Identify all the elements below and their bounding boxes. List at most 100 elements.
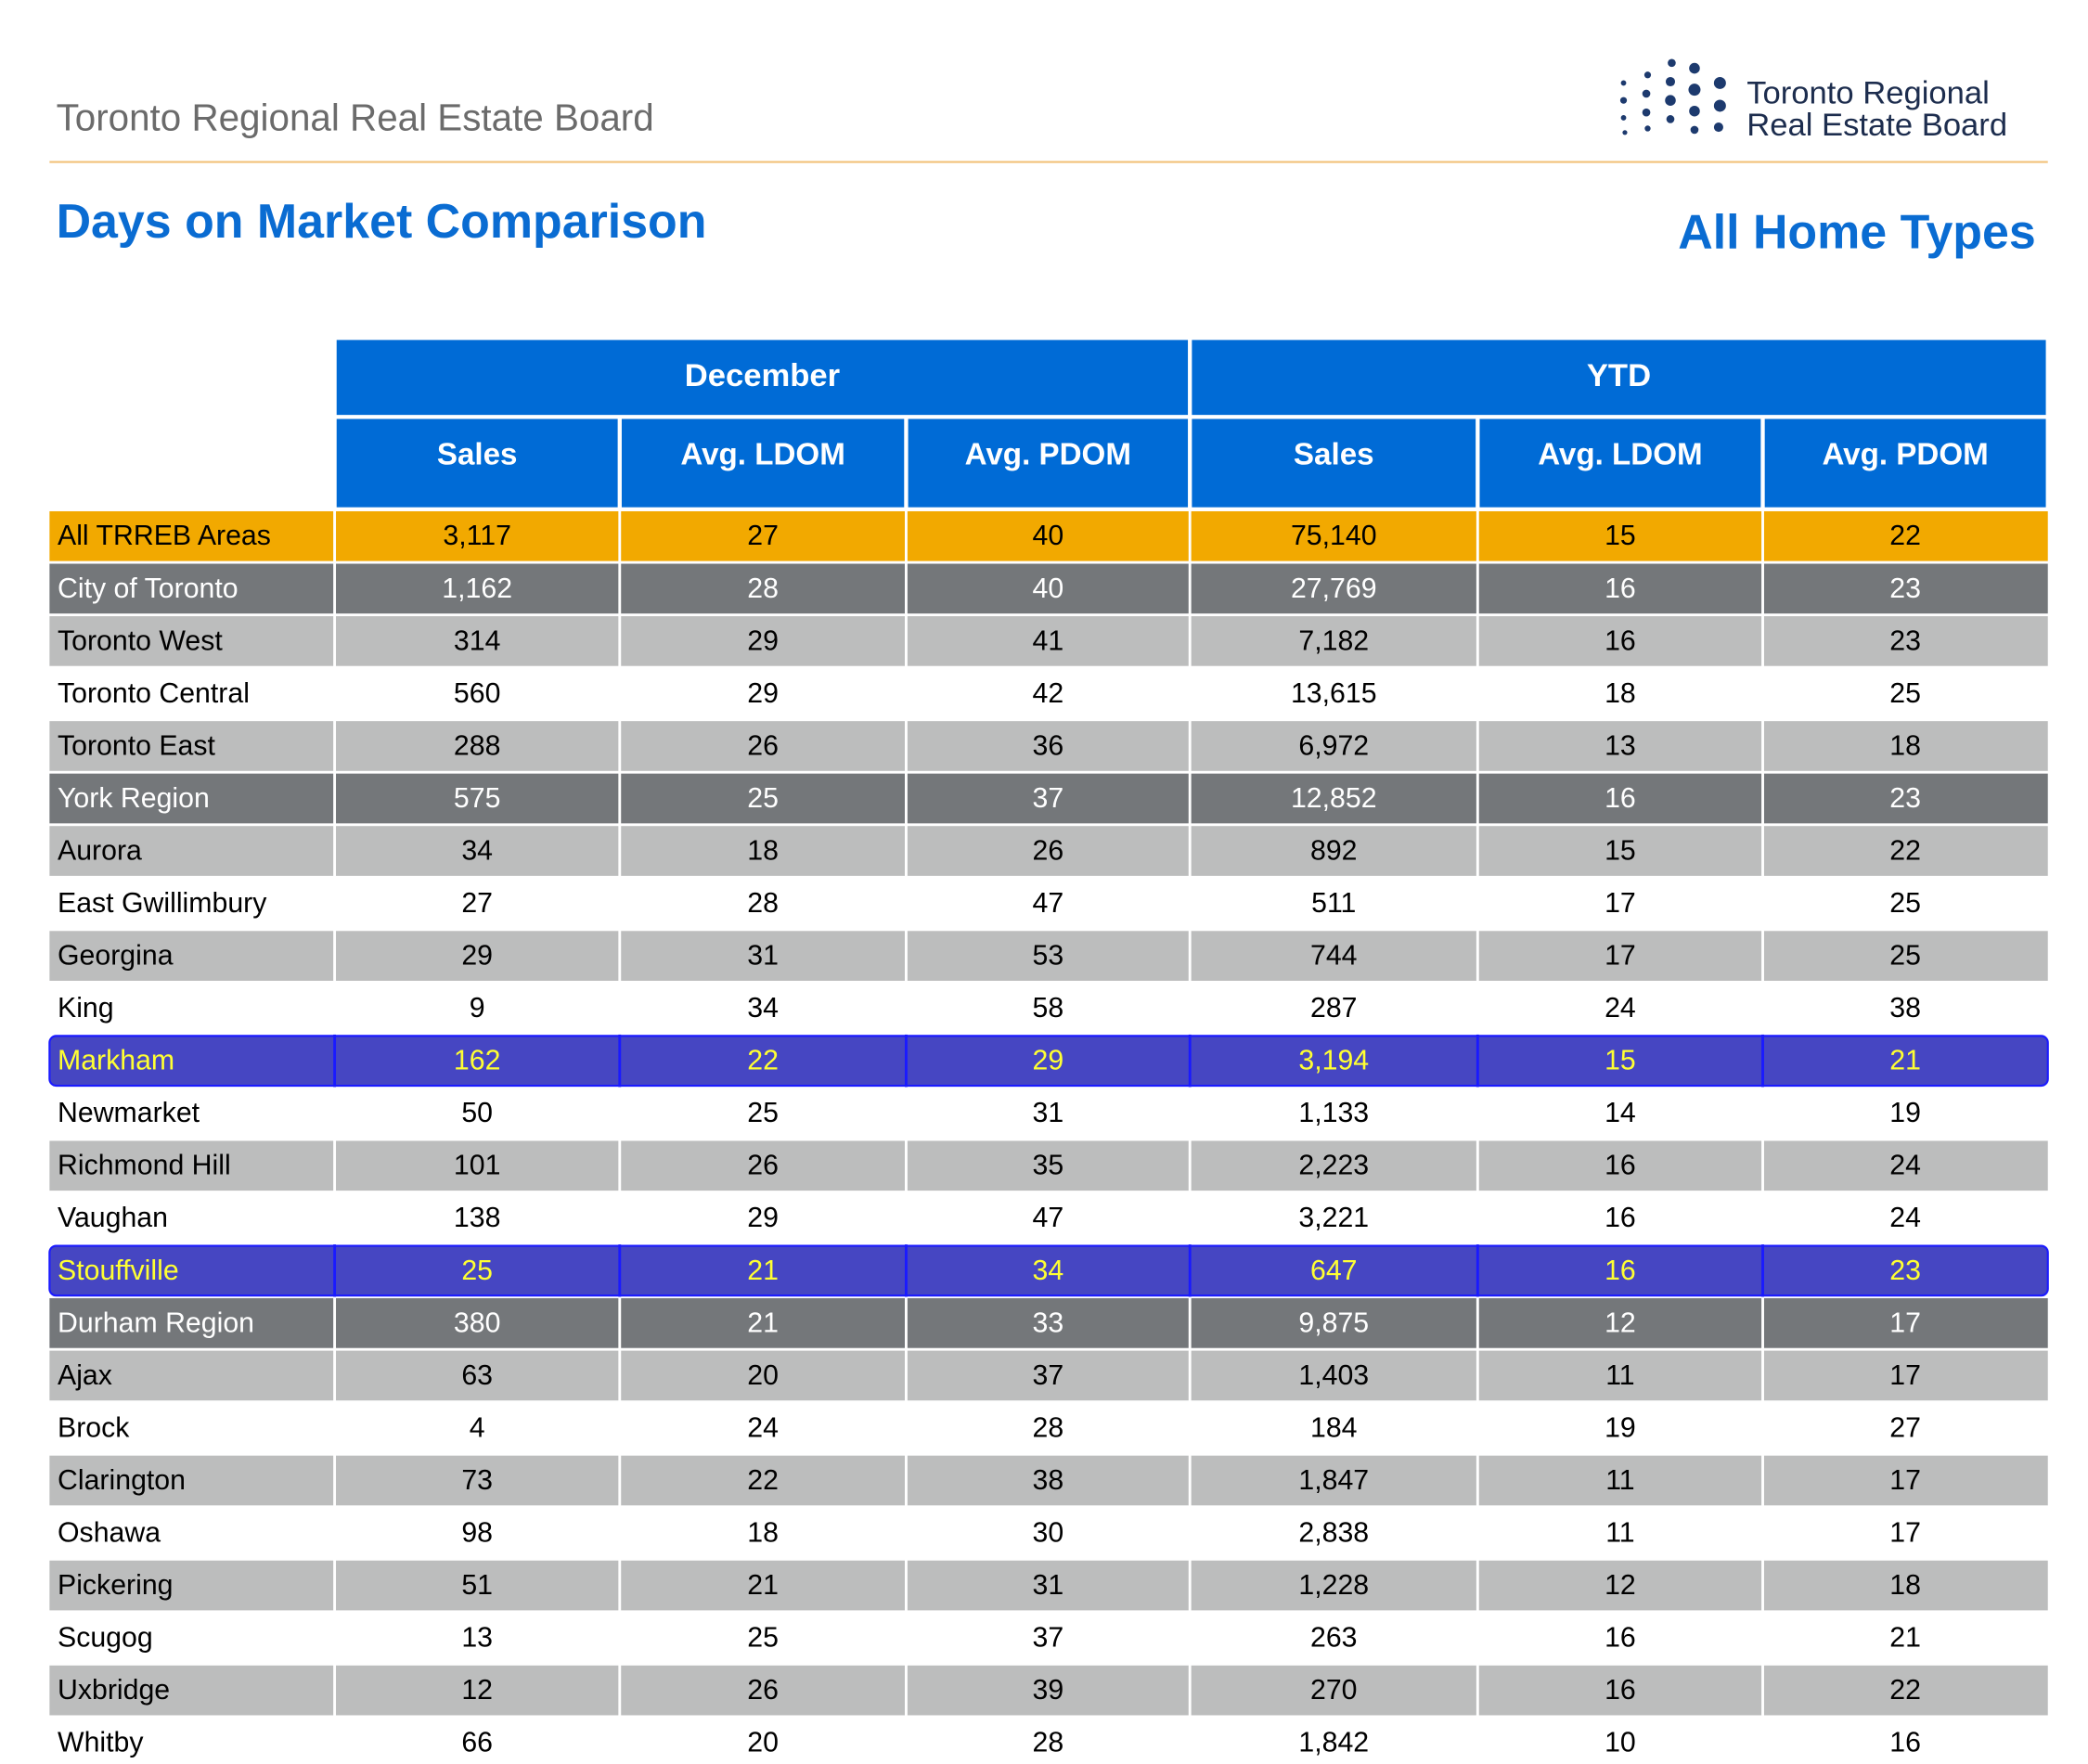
cell-value: 27 xyxy=(461,888,493,919)
row-background xyxy=(49,1508,2048,1558)
cell-value: 16 xyxy=(1605,1151,1636,1181)
cell-value: 12 xyxy=(461,1675,493,1706)
cell-value: 21 xyxy=(1889,1046,1921,1076)
cell-value: 892 xyxy=(1310,835,1358,866)
cell-value: 29 xyxy=(747,625,779,656)
cell-value: 21 xyxy=(747,1307,779,1338)
cell-value: 25 xyxy=(461,1255,493,1286)
cell-value: 27 xyxy=(747,521,779,551)
cell-value: 13 xyxy=(1605,730,1636,761)
cell-value: 36 xyxy=(1032,730,1063,761)
row-background xyxy=(48,1035,2049,1088)
cell-value: 560 xyxy=(454,678,501,709)
cell-value: 15 xyxy=(1605,521,1636,551)
cell-value: 138 xyxy=(454,1203,501,1233)
row-background xyxy=(49,1192,2048,1243)
row-label: Toronto East xyxy=(58,730,216,761)
row-label: Toronto Central xyxy=(58,678,250,709)
cell-value: 27,769 xyxy=(1291,573,1377,604)
cell-value: 34 xyxy=(747,993,779,1024)
row-background xyxy=(49,1613,2048,1663)
row-label: York Region xyxy=(58,783,210,814)
row-background xyxy=(49,931,2048,981)
cell-value: 98 xyxy=(461,1517,493,1548)
cell-value: 6,972 xyxy=(1298,730,1369,761)
column-header: Avg. LDOM xyxy=(1538,438,1702,472)
cell-value: 1,842 xyxy=(1298,1728,1369,1758)
cell-value: 25 xyxy=(747,1623,779,1654)
cell-value: 17 xyxy=(1605,941,1636,972)
cell-value: 28 xyxy=(1032,1728,1063,1758)
logo-text: Real Estate Board xyxy=(1746,108,2007,143)
row-label: Uxbridge xyxy=(58,1675,170,1706)
cell-value: 26 xyxy=(747,730,779,761)
cell-value: 16 xyxy=(1605,783,1636,814)
row-background xyxy=(49,983,2048,1034)
cell-value: 23 xyxy=(1889,573,1921,604)
cell-value: 16 xyxy=(1889,1728,1921,1758)
row-label: Scugog xyxy=(58,1623,153,1654)
cell-value: 24 xyxy=(1889,1151,1921,1181)
row-label: Pickering xyxy=(58,1570,173,1601)
cell-value: 16 xyxy=(1605,625,1636,656)
row-background xyxy=(49,1455,2048,1506)
cell-value: 647 xyxy=(1310,1255,1358,1286)
column-header: Avg. PDOM xyxy=(965,438,1131,472)
cell-value: 12 xyxy=(1605,1307,1636,1338)
row-background xyxy=(49,721,2048,771)
row-background xyxy=(49,1665,2048,1716)
cell-value: 29 xyxy=(461,941,493,972)
cell-value: 7,182 xyxy=(1298,625,1369,656)
row-background xyxy=(49,1298,2048,1348)
row-background xyxy=(49,616,2048,666)
cell-value: 15 xyxy=(1605,1046,1636,1076)
column-header-cell xyxy=(908,418,1189,508)
cell-value: 28 xyxy=(1032,1412,1063,1443)
row-background xyxy=(49,1350,2048,1401)
row-background xyxy=(48,1244,2049,1297)
cell-value: 41 xyxy=(1032,625,1063,656)
column-header: Sales xyxy=(437,438,518,472)
cell-value: 19 xyxy=(1889,1098,1921,1128)
cell-value: 4 xyxy=(470,1412,485,1443)
cell-value: 75,140 xyxy=(1291,521,1377,551)
cell-value: 37 xyxy=(1032,1623,1063,1654)
cell-value: 26 xyxy=(747,1675,779,1706)
column-header: Avg. LDOM xyxy=(680,438,844,472)
cell-value: 744 xyxy=(1310,941,1358,972)
cell-value: 26 xyxy=(747,1151,779,1181)
cell-value: 42 xyxy=(1032,678,1063,709)
cell-value: 2,223 xyxy=(1298,1151,1369,1181)
cell-value: 16 xyxy=(1605,573,1636,604)
cell-value: 2,838 xyxy=(1298,1517,1369,1548)
cell-value: 58 xyxy=(1032,993,1063,1024)
cell-value: 511 xyxy=(1311,888,1356,919)
cell-value: 18 xyxy=(1889,1570,1921,1601)
cell-value: 22 xyxy=(747,1046,779,1076)
cell-value: 15 xyxy=(1605,835,1636,866)
cell-value: 3,117 xyxy=(443,521,511,551)
cell-value: 16 xyxy=(1605,1623,1636,1654)
cell-value: 47 xyxy=(1032,888,1063,919)
row-label: Ajax xyxy=(58,1360,112,1391)
cell-value: 17 xyxy=(1605,888,1636,919)
cell-value: 22 xyxy=(1889,521,1921,551)
row-background xyxy=(49,826,2048,876)
cell-value: 380 xyxy=(454,1307,501,1338)
cell-value: 13 xyxy=(461,1623,493,1654)
row-label: Newmarket xyxy=(58,1098,200,1128)
cell-value: 162 xyxy=(454,1046,501,1076)
cell-value: 28 xyxy=(747,573,779,604)
cell-value: 24 xyxy=(1605,993,1636,1024)
row-label: Stouffville xyxy=(58,1255,179,1286)
cell-value: 24 xyxy=(747,1412,779,1443)
cell-value: 19 xyxy=(1605,1412,1636,1443)
row-background xyxy=(49,773,2048,824)
group-header: December xyxy=(685,358,840,393)
row-label: Richmond Hill xyxy=(58,1151,231,1181)
cell-value: 40 xyxy=(1032,573,1063,604)
subtitle: All Home Types xyxy=(1678,206,2036,260)
row-background xyxy=(49,1403,2048,1453)
cell-value: 20 xyxy=(747,1728,779,1758)
row-label: Whitby xyxy=(58,1728,144,1758)
